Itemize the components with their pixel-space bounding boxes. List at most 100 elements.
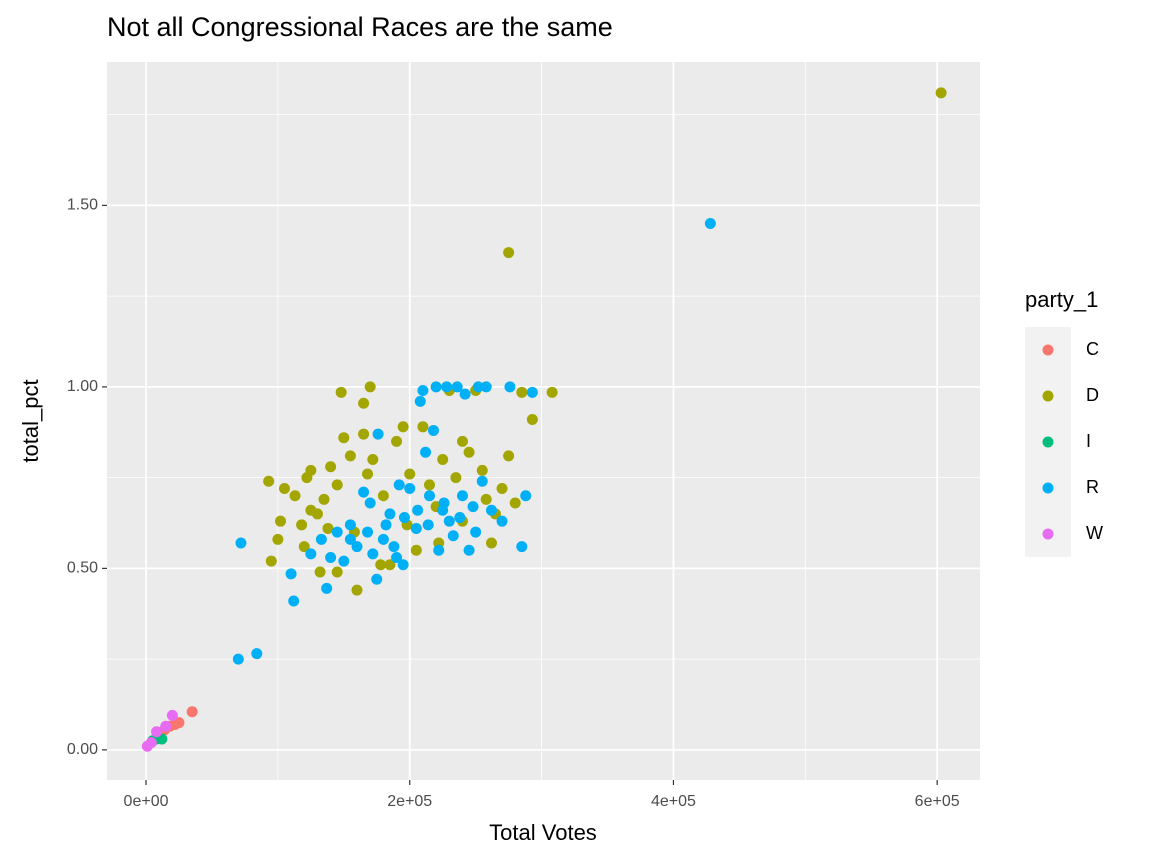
legend-key [1042,390,1054,402]
point [371,573,383,585]
point [496,515,508,527]
point [438,497,450,509]
point [377,490,389,502]
y-tick-label: 0.00 [67,741,98,758]
point [472,381,484,393]
point [384,559,396,571]
legend-label: I [1086,431,1091,451]
point [441,381,453,393]
point [476,464,488,476]
legend-label: C [1086,339,1099,359]
point [338,432,350,444]
point [166,709,178,721]
x-axis-title: Total Votes [489,820,597,845]
point [384,508,396,520]
point [362,526,374,538]
point [377,533,389,545]
point [404,483,416,495]
y-tick-label: 1.00 [67,378,98,395]
point [315,533,327,545]
point [351,584,363,596]
point [480,381,492,393]
point [338,555,350,567]
point [424,490,436,502]
legend-label: D [1086,385,1099,405]
point [325,551,337,563]
point [503,450,515,462]
chart-title: Not all Congressional Races are the same [107,12,613,42]
point [331,566,343,578]
point [485,504,497,516]
point [285,568,297,580]
point [318,493,330,505]
x-tick-label: 0e+00 [124,793,169,810]
point [410,522,422,534]
point [454,512,466,524]
point [417,385,429,397]
point [526,386,538,398]
point [362,468,374,480]
point [398,512,410,524]
point [173,717,185,729]
y-axis-title: total_pct [18,379,43,462]
x-tick-label: 6e+05 [915,793,960,810]
point [380,519,392,531]
point [344,533,356,545]
point [463,446,475,458]
point [397,559,409,571]
point [451,381,463,393]
point [935,87,947,99]
point [516,386,528,398]
point [397,421,409,433]
point [358,428,370,440]
point [485,537,497,549]
y-tick-label: 1.50 [67,197,98,214]
point [463,544,475,556]
point [263,475,275,487]
point [232,653,244,665]
point [265,555,277,567]
plot-panel [107,62,980,780]
point [410,544,422,556]
point [433,544,445,556]
point [251,648,263,660]
point [325,461,337,473]
point [480,493,492,505]
point [704,218,716,230]
point [289,490,301,502]
point [496,483,508,495]
point [516,541,528,553]
point [504,381,516,393]
point [427,424,439,436]
point [344,519,356,531]
point [443,515,455,527]
point [391,435,403,447]
point [391,551,403,563]
x-tick-label: 4e+05 [651,793,696,810]
point [375,559,387,571]
point [476,475,488,487]
point [509,497,521,509]
point [372,428,384,440]
point [305,464,317,476]
x-tick-label: 2e+05 [387,793,432,810]
point [288,595,300,607]
point [364,497,376,509]
point [331,526,343,538]
point [358,486,370,498]
point [422,519,434,531]
point [160,720,172,732]
point [351,541,363,553]
point [420,446,432,458]
point [503,247,515,259]
point [322,522,334,534]
point [393,479,405,491]
point [412,504,424,516]
legend-label: W [1086,523,1103,543]
point [331,479,343,491]
point [450,472,462,484]
point [546,386,558,398]
point [296,519,308,531]
point [424,479,436,491]
